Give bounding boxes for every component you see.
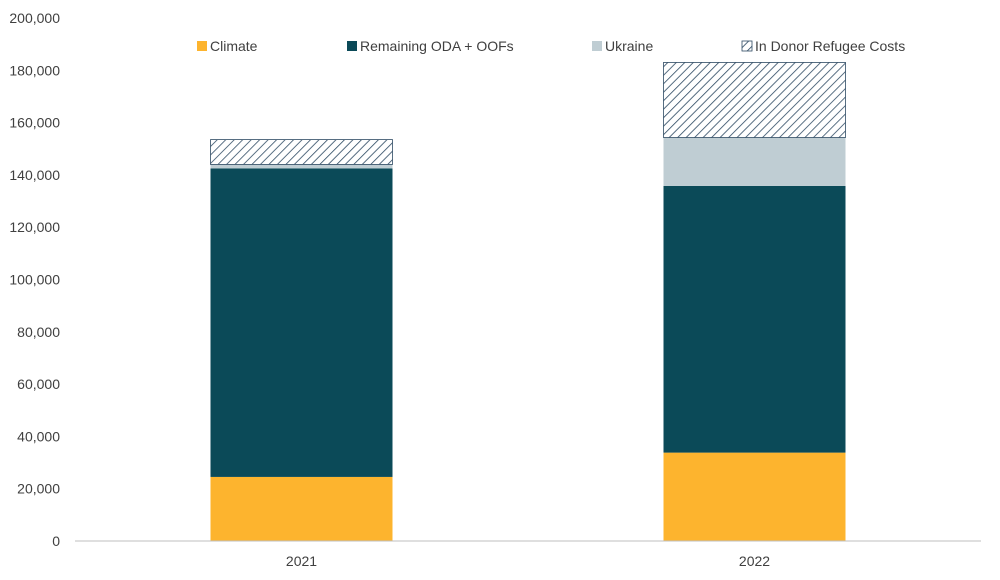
y-tick-label: 200,000 [9, 10, 60, 26]
legend-swatch [592, 41, 602, 51]
legend-label: Remaining ODA + OOFs [360, 38, 514, 54]
y-tick-label: 60,000 [17, 376, 60, 392]
legend-label: Climate [210, 38, 258, 54]
y-axis: 0 20,000 40,000 60,000 80,000 100,000 120,000 1… [9, 10, 60, 549]
bar-segment-ukraine-2021 [210, 164, 393, 169]
x-tick-label: 2021 [286, 553, 317, 569]
bar-segment-ukraine-2022 [663, 137, 846, 186]
bar-segment-in-donor-refugee-costs-2022 [663, 62, 846, 138]
x-axis: 2021 2022 [286, 553, 770, 569]
bar-segment-climate-2022 [663, 452, 846, 541]
legend-swatch [197, 41, 207, 51]
x-tick-label: 2022 [739, 553, 770, 569]
legend-label: In Donor Refugee Costs [755, 38, 905, 54]
bar-segment-in-donor-refugee-costs-2021 [210, 139, 393, 165]
bars [210, 62, 846, 541]
y-tick-label: 20,000 [17, 481, 60, 497]
bar-segment-remaining-oda-oofs-2022 [663, 185, 846, 453]
y-tick-label: 160,000 [9, 115, 60, 131]
bar-segment-remaining-oda-oofs-2021 [210, 168, 393, 477]
y-tick-label: 100,000 [9, 272, 60, 288]
legend: Climate Remaining ODA + OOFs Ukraine In Don… [197, 38, 905, 54]
y-tick-label: 0 [52, 533, 60, 549]
y-tick-label: 140,000 [9, 167, 60, 183]
y-tick-label: 40,000 [17, 428, 60, 444]
bar-segment-climate-2021 [210, 476, 393, 541]
y-tick-label: 120,000 [9, 219, 60, 235]
legend-swatch [347, 41, 357, 51]
legend-label: Ukraine [605, 38, 653, 54]
legend-swatch [741, 40, 753, 52]
y-tick-label: 180,000 [9, 62, 60, 78]
y-tick-label: 80,000 [17, 324, 60, 340]
